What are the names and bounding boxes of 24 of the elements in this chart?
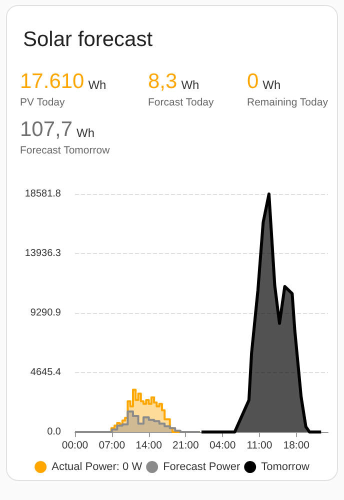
text: 107,7 Wh (20, 118, 95, 141)
chart-title: Solar forecast (23, 28, 153, 51)
y-tick-label: 9290.9 (30, 308, 62, 318)
text: PV Today (20, 96, 66, 108)
text: 8,3 Wh (148, 70, 200, 93)
y-tick-label: 0.0 (47, 426, 62, 438)
y-tick-label: 13936.3 (24, 248, 62, 259)
x-tick-label: 14:00 (136, 440, 162, 452)
x-tick-label: 04:00 (209, 440, 236, 452)
legend-label: Actual Power: 0 W (52, 461, 143, 473)
legend-label: Forecast Power (163, 461, 240, 473)
y-tick-label: 18581.8 (24, 188, 62, 200)
x-tick-label: 00:00 (62, 440, 88, 452)
text: 17.610 Wh (20, 70, 106, 93)
x-tick-label: 07:00 (98, 440, 126, 452)
y-tick-label: 4645.4 (30, 367, 62, 378)
x-tick-label: 18:00 (283, 440, 310, 452)
text: Forcast Today (148, 96, 215, 108)
legend-label: Tomorrow (261, 461, 310, 473)
x-tick-label: 11:00 (246, 440, 272, 452)
text: 0 Wh (247, 70, 281, 93)
text: Forecast Tomorrow (20, 144, 110, 156)
text: Remaining Today (247, 96, 329, 108)
x-tick-label: 21:00 (172, 440, 199, 452)
